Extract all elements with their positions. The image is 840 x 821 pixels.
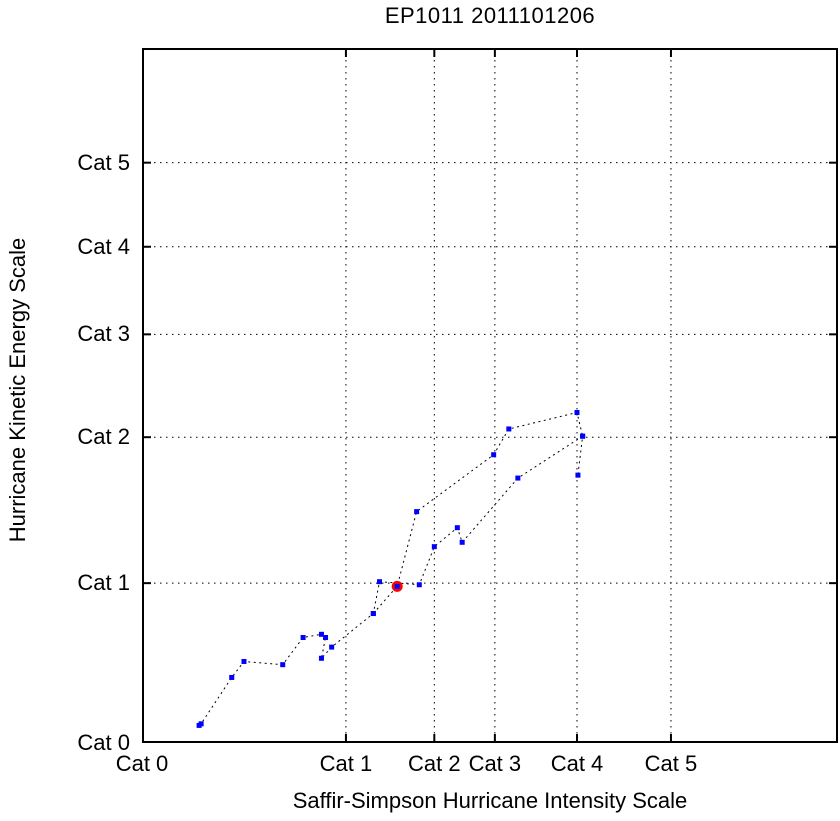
y-tick-label: Cat 4 bbox=[77, 233, 130, 259]
data-point bbox=[454, 525, 460, 531]
data-point bbox=[431, 544, 437, 550]
y-tick-label: Cat 0 bbox=[77, 730, 130, 755]
x-tick-label: Cat 3 bbox=[468, 751, 522, 776]
y-tick-label: Cat 2 bbox=[77, 424, 130, 450]
data-point bbox=[229, 674, 235, 680]
x-tick-label: Cat 0 bbox=[115, 751, 169, 776]
x-tick-label: Cat 2 bbox=[408, 751, 461, 776]
data-point bbox=[318, 655, 324, 661]
y-tick-label: Cat 1 bbox=[77, 570, 130, 596]
storm-track-outbound-line bbox=[198, 435, 584, 726]
data-point bbox=[241, 658, 247, 664]
x-tick-label: Cat 5 bbox=[644, 751, 698, 776]
data-point bbox=[280, 662, 286, 668]
data-point bbox=[491, 452, 497, 458]
data-point bbox=[416, 582, 422, 588]
data-point bbox=[198, 721, 204, 727]
data-point bbox=[329, 644, 335, 650]
y-tick-label: Cat 3 bbox=[77, 321, 130, 347]
data-point bbox=[580, 433, 586, 439]
data-point bbox=[575, 472, 581, 478]
data-point bbox=[574, 410, 580, 416]
highlight-point-center bbox=[395, 584, 400, 589]
chart-title: EP1011 2011101206 bbox=[384, 3, 596, 28]
x-tick-label: Cat 4 bbox=[550, 751, 604, 776]
data-point bbox=[300, 634, 306, 640]
plot-border bbox=[142, 48, 838, 743]
y-tick-label: Cat 5 bbox=[77, 149, 130, 175]
data-point bbox=[414, 509, 420, 515]
data-point bbox=[506, 426, 512, 432]
x-axis-title: Saffir-Simpson Hurricane Intensity Scale bbox=[292, 788, 688, 813]
data-point bbox=[323, 634, 329, 640]
data-point bbox=[459, 539, 465, 545]
data-point bbox=[515, 475, 521, 481]
data-point bbox=[377, 579, 383, 585]
x-tick-label: Cat 1 bbox=[319, 751, 373, 776]
data-point bbox=[370, 611, 376, 617]
data-point bbox=[318, 631, 324, 637]
